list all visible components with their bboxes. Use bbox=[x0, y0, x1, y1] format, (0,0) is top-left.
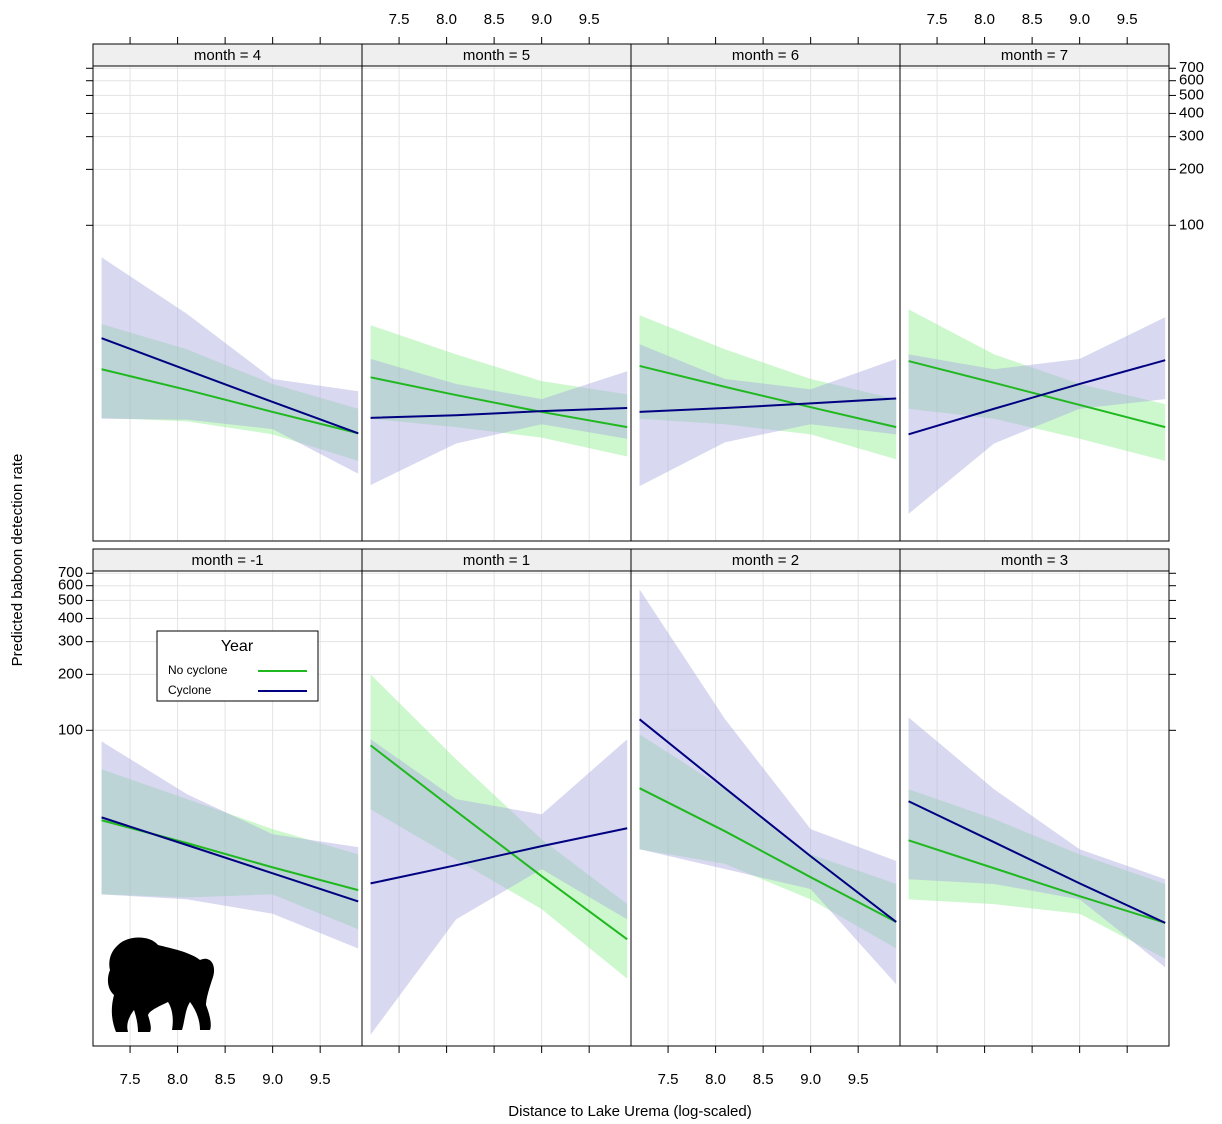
x-tick-label: 9.5 bbox=[848, 1071, 869, 1088]
x-tick-label: 8.0 bbox=[705, 1071, 726, 1088]
confidence-band bbox=[639, 344, 897, 487]
panels: month = 4 month = 5 7.5 8.0 8.5 9.0 9.5 month =… bbox=[58, 11, 1204, 1088]
y-tick-label: 400 bbox=[58, 609, 83, 626]
x-tick-label: 9.5 bbox=[1117, 11, 1138, 28]
confidence-band bbox=[101, 769, 359, 930]
x-tick-label: 8.5 bbox=[484, 11, 505, 28]
panel-frame bbox=[361, 65, 632, 542]
x-tick-label: 9.0 bbox=[531, 11, 552, 28]
y-tick-label: 600 bbox=[1179, 72, 1204, 89]
fit-line bbox=[369, 744, 628, 941]
baboon-icon bbox=[107, 937, 215, 1032]
legend-box bbox=[156, 630, 319, 702]
fit-line bbox=[639, 364, 897, 429]
x-tick-label: 7.5 bbox=[927, 11, 948, 28]
strip-label: month = 4 bbox=[194, 47, 261, 64]
confidence-band bbox=[639, 734, 897, 949]
fit-line bbox=[908, 800, 1166, 924]
confidence-band bbox=[908, 309, 1166, 461]
x-tick-label: 8.5 bbox=[753, 1071, 774, 1088]
x-axis-label: Distance to Lake Urema (log-scaled) bbox=[508, 1103, 751, 1120]
legend-label: Cyclone bbox=[168, 683, 212, 697]
fit-line bbox=[370, 406, 628, 419]
x-tick-label: 8.5 bbox=[215, 1071, 236, 1088]
confidence-band bbox=[639, 315, 897, 460]
fit-line bbox=[908, 359, 1166, 436]
x-tick-label: 9.0 bbox=[262, 1071, 283, 1088]
fit-line bbox=[638, 718, 897, 923]
strip-label: month = 6 bbox=[732, 47, 799, 64]
fit-line bbox=[101, 816, 359, 903]
confidence-band bbox=[101, 741, 359, 949]
fit-line bbox=[370, 827, 628, 885]
x-tick-label: 8.0 bbox=[167, 1071, 188, 1088]
y-axis-label: Predicted baboon detection rate bbox=[9, 454, 26, 667]
y-tick-label: 400 bbox=[1179, 104, 1204, 121]
confidence-band bbox=[101, 257, 359, 474]
panel-frame bbox=[899, 570, 1170, 1047]
confidence-band bbox=[370, 674, 628, 979]
fit-line bbox=[101, 368, 359, 435]
fit-line bbox=[639, 397, 897, 413]
strip-label: month = 1 bbox=[463, 552, 530, 569]
fit-line bbox=[908, 839, 1166, 924]
y-tick-label: 500 bbox=[1179, 86, 1204, 103]
x-tick-label: 7.5 bbox=[120, 1071, 141, 1088]
strip-label: month = -1 bbox=[191, 552, 263, 569]
strip-label: month = 5 bbox=[463, 47, 530, 64]
y-tick-label: 300 bbox=[1179, 128, 1204, 145]
panel-frame bbox=[899, 65, 1170, 542]
x-tick-label: 8.5 bbox=[1022, 11, 1043, 28]
fit-line bbox=[101, 337, 359, 435]
x-tick-label: 8.0 bbox=[974, 11, 995, 28]
x-tick-label: 7.5 bbox=[658, 1071, 679, 1088]
confidence-band bbox=[370, 325, 628, 457]
x-tick-label: 9.5 bbox=[579, 11, 600, 28]
confidence-band bbox=[908, 717, 1166, 968]
legend-title: Year bbox=[221, 638, 254, 655]
y-tick-label: 700 bbox=[1179, 59, 1204, 76]
x-tick-label: 9.0 bbox=[800, 1071, 821, 1088]
y-tick-label: 600 bbox=[58, 577, 83, 594]
y-tick-label: 300 bbox=[58, 633, 83, 650]
strip-label: month = 2 bbox=[732, 552, 799, 569]
y-tick-label: 200 bbox=[58, 665, 83, 682]
x-tick-label: 9.5 bbox=[310, 1071, 331, 1088]
strip-label: month = 7 bbox=[1001, 47, 1068, 64]
confidence-band bbox=[908, 317, 1166, 514]
x-tick-label: 7.5 bbox=[389, 11, 410, 28]
x-tick-label: 9.0 bbox=[1069, 11, 1090, 28]
fit-line bbox=[370, 376, 628, 429]
y-tick-label: 700 bbox=[58, 564, 83, 581]
fit-line bbox=[908, 360, 1166, 429]
y-tick-label: 200 bbox=[1179, 160, 1204, 177]
confidence-band bbox=[101, 324, 359, 461]
x-tick-label: 8.0 bbox=[436, 11, 457, 28]
strip-label: month = 3 bbox=[1001, 552, 1068, 569]
confidence-band bbox=[370, 739, 628, 1035]
confidence-band bbox=[639, 589, 897, 985]
y-tick-label: 500 bbox=[58, 591, 83, 608]
y-tick-label: 100 bbox=[58, 721, 83, 738]
y-tick-label: 100 bbox=[1179, 216, 1204, 233]
legend-label: No cyclone bbox=[168, 663, 228, 677]
fit-line bbox=[639, 787, 897, 923]
